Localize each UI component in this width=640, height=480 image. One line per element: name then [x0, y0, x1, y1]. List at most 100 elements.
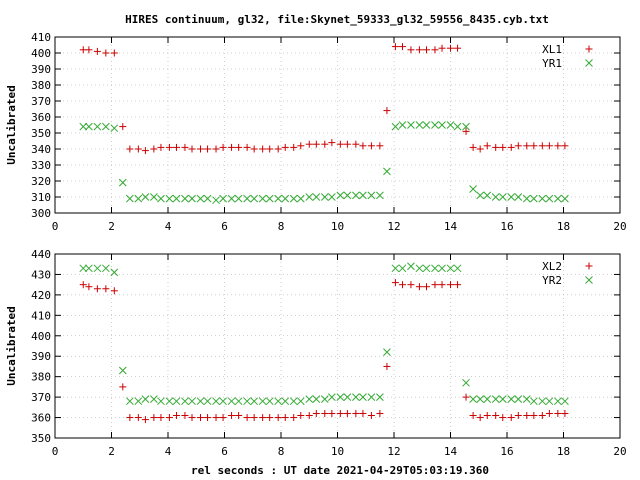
data-point — [265, 194, 274, 203]
data-point-b — [234, 397, 243, 406]
data-point — [514, 193, 523, 201]
data-point-b — [243, 194, 251, 203]
data-point — [320, 395, 329, 404]
data-point — [234, 194, 243, 203]
data-point — [545, 194, 554, 203]
data-point — [110, 49, 118, 57]
data-point — [462, 393, 470, 401]
data-point — [352, 140, 360, 148]
x-tick-label: 20 — [613, 445, 626, 458]
data-point-b — [462, 378, 470, 387]
data-point — [476, 145, 484, 153]
data-point-b — [327, 393, 336, 401]
data-point — [134, 145, 142, 153]
y-tick-label: 370 — [31, 391, 51, 404]
data-point — [376, 191, 384, 200]
data-point — [469, 143, 477, 151]
y-tick-label: 330 — [31, 159, 51, 172]
legend-marker-xl2 — [585, 262, 593, 270]
y-tick-label: 400 — [31, 330, 51, 343]
y-tick-label: 380 — [31, 371, 51, 384]
data-point-b — [529, 194, 538, 203]
data-point-b — [538, 397, 547, 406]
data-point — [407, 281, 415, 289]
y-tick-label: 410 — [31, 309, 51, 322]
data-point-b — [391, 264, 400, 273]
data-point — [219, 143, 227, 151]
data-point-b — [538, 194, 547, 203]
data-point — [196, 145, 204, 153]
data-point — [281, 397, 290, 406]
x-tick-label: 12 — [387, 445, 400, 458]
data-point — [407, 46, 415, 54]
data-point — [454, 44, 462, 52]
data-point — [383, 362, 391, 370]
legend-marker-yr1-b — [585, 59, 593, 67]
data-point — [492, 143, 500, 151]
data-point — [212, 196, 220, 205]
data-point-b — [289, 397, 298, 406]
data-point — [141, 395, 150, 404]
data-point-b — [250, 194, 259, 203]
x-tick-label: 0 — [52, 220, 59, 233]
data-point-b — [312, 395, 321, 404]
data-point — [93, 122, 102, 131]
legend-label-yr2: YR2 — [542, 274, 562, 287]
data-point-b — [110, 124, 119, 133]
data-point-b — [438, 121, 446, 129]
data-point — [290, 414, 298, 422]
data-point-b — [336, 393, 345, 401]
series-xl2 — [79, 279, 569, 424]
data-point-b — [85, 122, 93, 131]
data-point — [150, 145, 158, 153]
data-point — [359, 142, 367, 150]
data-point-b — [498, 193, 507, 201]
data-point — [212, 145, 220, 153]
x-tick-label: 18 — [557, 445, 570, 458]
legend-marker-xl1 — [585, 45, 593, 53]
data-point — [407, 121, 415, 129]
data-point — [250, 194, 259, 203]
data-point-b — [219, 397, 227, 406]
data-point-b — [134, 194, 143, 203]
data-point-b — [376, 393, 384, 401]
data-point-b — [446, 121, 455, 129]
data-point — [296, 397, 305, 406]
data-point — [367, 412, 375, 420]
y-tick-label: 370 — [31, 95, 51, 108]
y-tick-label: 380 — [31, 79, 51, 92]
data-point-b — [188, 194, 196, 203]
data-point — [343, 393, 352, 401]
data-point-b — [172, 397, 181, 406]
data-point — [312, 193, 321, 201]
data-point — [289, 194, 298, 203]
data-point — [415, 121, 424, 129]
data-point — [538, 412, 546, 420]
data-point — [203, 397, 212, 406]
data-point — [79, 264, 88, 273]
data-point-b — [274, 194, 283, 203]
data-point-b — [126, 194, 134, 203]
data-point — [85, 264, 93, 273]
data-point — [250, 145, 258, 153]
data-point-b — [101, 264, 110, 273]
data-point — [219, 397, 227, 406]
y-tick-label: 340 — [31, 143, 51, 156]
data-point — [85, 46, 93, 54]
data-point-b — [188, 397, 196, 406]
data-point — [507, 395, 516, 404]
data-point — [243, 194, 251, 203]
data-point — [454, 281, 462, 289]
data-point — [383, 107, 391, 115]
data-point-b — [289, 194, 298, 203]
data-point — [336, 140, 344, 148]
data-point-b — [212, 397, 220, 406]
data-point-b — [352, 191, 360, 200]
data-point — [305, 193, 314, 201]
data-point-b — [150, 395, 158, 404]
x-tick-label: 8 — [278, 220, 285, 233]
y-tick-label: 390 — [31, 350, 51, 363]
data-point-b — [407, 262, 415, 271]
legend-label-yr1: YR1 — [542, 57, 562, 70]
